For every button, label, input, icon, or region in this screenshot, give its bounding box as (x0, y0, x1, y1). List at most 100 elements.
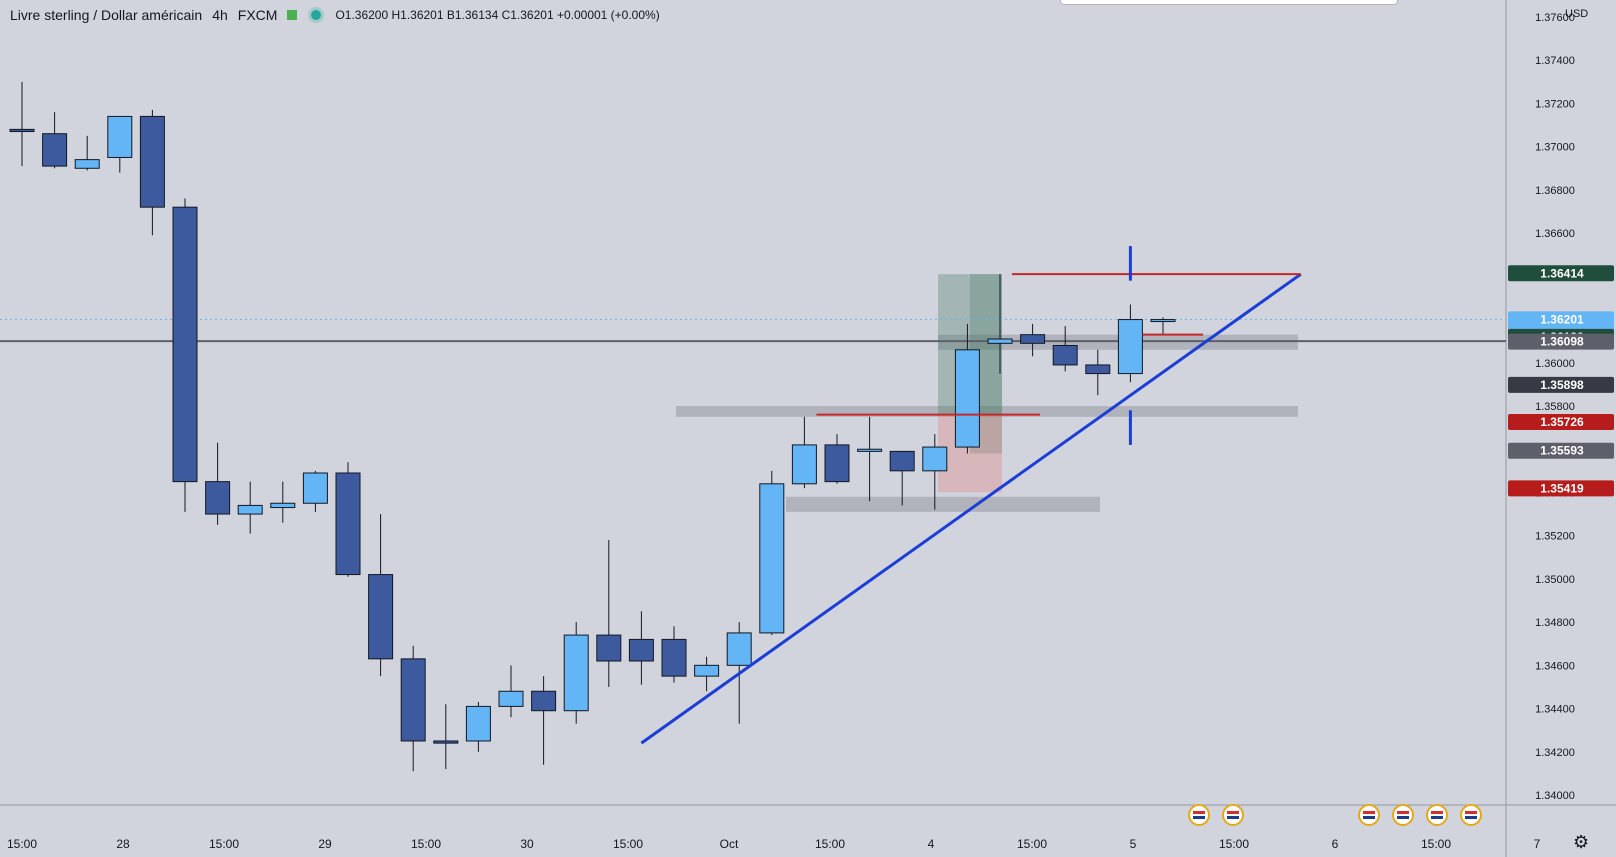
us-flag-icon (1465, 811, 1477, 814)
price-tag (1508, 376, 1614, 393)
gear-icon[interactable]: ⚙ (1573, 832, 1590, 852)
candle-body (1085, 364, 1111, 375)
x-tick-label: 7 (1534, 837, 1541, 851)
candle-body (205, 481, 231, 515)
candle-body (1150, 319, 1176, 323)
x-tick-label: 4 (928, 837, 935, 851)
candle-body (498, 690, 524, 707)
currency-label[interactable]: USD (1565, 8, 1589, 20)
x-tick-label: 15:00 (613, 837, 643, 851)
candle-body (302, 472, 328, 504)
price-tag-label: 1.35898 (1540, 378, 1584, 392)
us-flag-icon (1465, 816, 1477, 819)
y-tick-label: 1.36000 (1535, 358, 1575, 370)
candle-body (954, 349, 980, 448)
candle-body (531, 690, 557, 712)
candle-body (824, 444, 850, 483)
x-tick-label: 15:00 (411, 837, 441, 851)
us-flag-icon (1188, 804, 1210, 826)
y-tick-label: 1.34800 (1535, 617, 1575, 629)
y-tick-label: 1.37200 (1535, 98, 1575, 110)
price-tag-label: 1.35419 (1540, 481, 1584, 495)
y-tick-label: 1.34600 (1535, 660, 1575, 672)
chart-legend: Livre sterling / Dollar américain 4h FXC… (10, 7, 666, 23)
price-tag (1508, 265, 1614, 282)
y-tick-label: 1.36800 (1535, 185, 1575, 197)
us-flag-icon (1193, 816, 1205, 819)
candle-body (759, 483, 785, 634)
x-tick-label: Oct (720, 837, 739, 851)
candle-body (726, 632, 752, 666)
candle-body (922, 446, 948, 472)
us-flag-icon (1431, 816, 1443, 819)
live-dot-icon (311, 10, 322, 20)
candle-body (1020, 334, 1046, 344)
candle-body (889, 450, 915, 472)
y-tick-label: 1.37400 (1535, 55, 1575, 67)
us-flag-icon (1227, 811, 1239, 814)
us-flag-icon (1222, 804, 1244, 826)
candle-body (1052, 344, 1078, 366)
y-tick-label: 1.34200 (1535, 747, 1575, 759)
y-tick-label: 1.35000 (1535, 574, 1575, 586)
x-tick-label: 15:00 (815, 837, 845, 851)
us-flag-icon (1392, 804, 1414, 826)
y-tick-label: 1.35800 (1535, 401, 1575, 413)
candle-body (237, 504, 263, 515)
us-flag-icon (1397, 816, 1409, 819)
price-tag (1508, 333, 1614, 350)
us-flag-icon (1227, 816, 1239, 819)
y-tick-label: 1.37000 (1535, 142, 1575, 154)
us-flag-icon (1193, 811, 1205, 814)
candle-body (661, 638, 687, 677)
candle-body (563, 634, 589, 712)
x-tick-label: 30 (520, 837, 534, 851)
candle-body (857, 448, 883, 452)
candle-body (335, 472, 361, 576)
candle-body (596, 634, 622, 662)
candle-body (9, 128, 35, 133)
ohlc-values: O1.36200 H1.36201 B1.36134 C1.36201 +0.0… (335, 8, 660, 22)
symbol-name[interactable]: Livre sterling / Dollar américain (10, 7, 203, 23)
y-tick-label: 1.34000 (1535, 790, 1575, 802)
candle-body (400, 658, 426, 742)
candle-body (107, 115, 133, 158)
x-tick-label: 15:00 (1017, 837, 1047, 851)
market-status-icon (287, 10, 298, 20)
x-tick-label: 6 (1332, 837, 1339, 851)
candle-body (74, 159, 100, 169)
us-flag-icon (1431, 811, 1443, 814)
candle-body (987, 338, 1013, 344)
candle-body (270, 502, 296, 509)
price-tag-label: 1.35726 (1540, 415, 1584, 429)
candle-body (42, 133, 68, 167)
price-tag (1508, 442, 1614, 459)
candle-body (694, 664, 720, 677)
x-tick-label: 29 (318, 837, 332, 851)
price-tag-label: 1.36201 (1540, 312, 1584, 326)
x-tick-label: 15:00 (1219, 837, 1249, 851)
candle-body (433, 740, 459, 744)
plot-area (0, 0, 1506, 805)
candle-body (139, 115, 165, 208)
y-tick-label: 1.35200 (1535, 531, 1575, 543)
trendline (640, 272, 1302, 745)
source-label: FXCM (237, 7, 278, 23)
candle-body (1117, 319, 1143, 375)
candle-body (172, 206, 198, 483)
price-tag (1508, 413, 1614, 430)
x-tick-label: 15:00 (209, 837, 239, 851)
x-tick-label: 15:00 (7, 837, 37, 851)
uk-flag-icon (1363, 816, 1375, 819)
support-zone (676, 406, 1298, 417)
price-tag-label: 1.36414 (1540, 266, 1584, 280)
price-tag-label: 1.36098 (1540, 335, 1584, 349)
timeframe-label[interactable]: 4h (212, 7, 228, 23)
candle-body (791, 444, 817, 485)
candle-body (368, 574, 394, 660)
y-tick-label: 1.36600 (1535, 228, 1575, 240)
x-tick-label: 15:00 (1421, 837, 1451, 851)
x-tick-label: 5 (1130, 837, 1137, 851)
